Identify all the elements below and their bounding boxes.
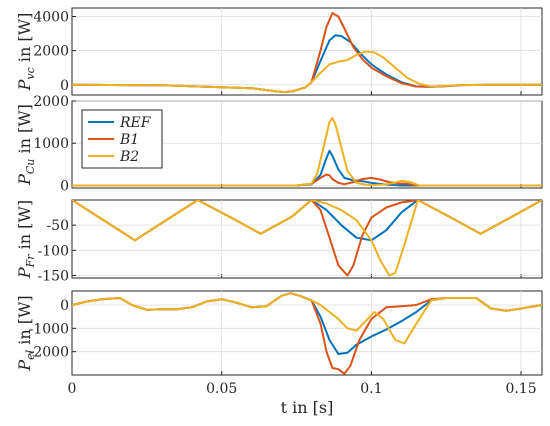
panel-4-series-group (72, 292, 542, 375)
panel-2-y-tick-label: 0 (60, 178, 69, 194)
legend-label-ref: REF (119, 115, 152, 131)
panel-4-plot-area (71, 290, 543, 376)
panel-4-y-tick-label: -1000 (29, 321, 69, 337)
panel-3-y-tick-label: -150 (38, 268, 69, 284)
x-tick-label: 0.15 (505, 381, 536, 397)
panel-1-y-axis-label: Pvc in [W] (15, 13, 37, 92)
panel-1-y-tick-label: 4000 (33, 10, 69, 26)
panel-3-series-group (72, 200, 542, 277)
panel-4-y-axis-label: Pel in [W] (15, 295, 37, 371)
panel-1-series-group (72, 12, 542, 94)
x-tick-label: 0 (68, 381, 77, 397)
panel-1-y-tick-label: 2000 (33, 44, 69, 60)
panel-4-y-tick-label: 0 (60, 298, 69, 314)
panel-3-plot-area (71, 199, 543, 279)
panel-3-y-tick-label: -50 (46, 218, 69, 234)
panel-1-plot-area (71, 7, 543, 96)
series-line-b2-panel-1 (72, 50, 542, 94)
series-line-b2-panel-3 (72, 200, 542, 277)
x-axis: t in [s] 0 0.05 0.1 0.15 (68, 381, 537, 417)
x-axis-label: t in [s] (281, 398, 334, 417)
legend-label-b1: B1 (119, 132, 139, 148)
panel-2-y-tick-label: 2000 (33, 94, 69, 110)
series-line-b1-panel-2 (72, 173, 542, 187)
series-line-ref-panel-2 (72, 149, 542, 187)
panel-2-y-tick-label: 1000 (33, 136, 69, 152)
panel-1-y-tick-label: 0 (60, 78, 69, 94)
panel-2-series-group (72, 116, 542, 187)
x-tick-label: 0.05 (206, 381, 237, 397)
panel-3-y-tick-label: -100 (38, 243, 69, 259)
panel-2-y-axis-label: PCu in [W] (15, 104, 37, 186)
panel-4-y-tick-label: -2000 (29, 345, 69, 361)
x-tick-label: 0.1 (360, 381, 382, 397)
series-line-b2-panel-4 (72, 292, 542, 345)
panel-3-y-axis-label: PFr in [W] (15, 200, 37, 279)
series-line-b2-panel-2 (72, 116, 542, 187)
legend-label-b2: B2 (119, 149, 139, 165)
